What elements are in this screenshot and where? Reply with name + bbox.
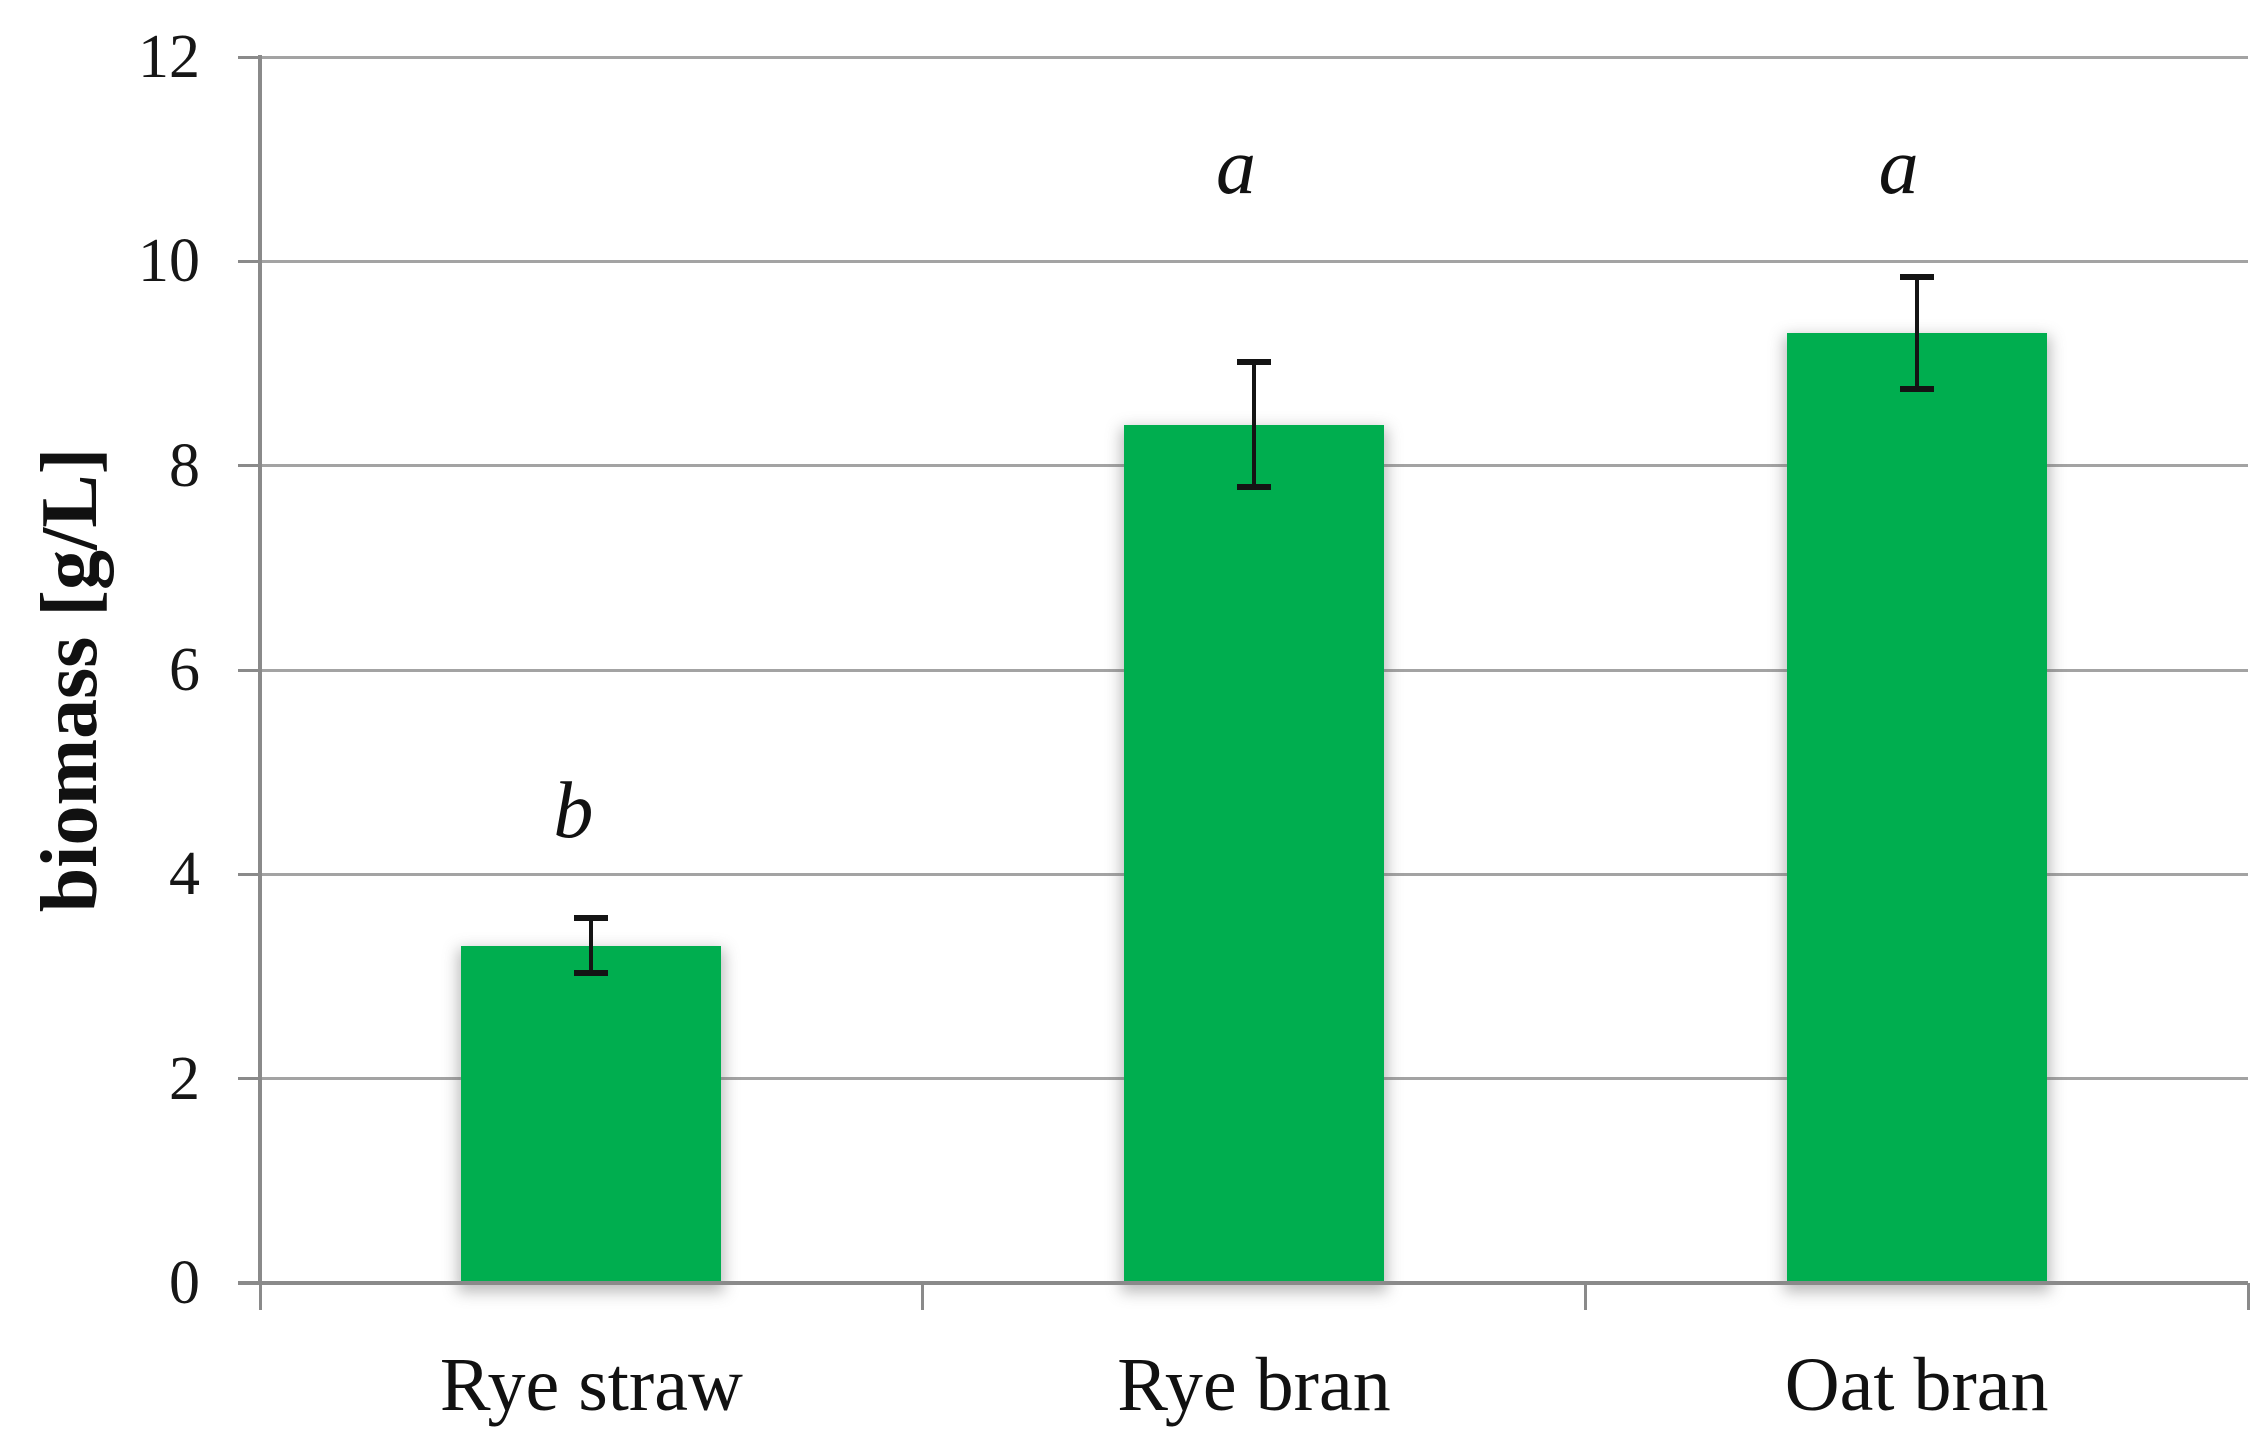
x-axis-tick [1583,1283,1587,1310]
significance-letter: a [1878,123,1919,212]
y-axis-tick [238,1077,260,1081]
y-tick-label: 0 [169,1249,200,1317]
error-bar-line [1252,362,1256,488]
error-bar-top-cap [1899,273,1934,280]
y-tick-label: 12 [138,23,200,91]
significance-letter: a [1216,123,1256,212]
error-bar-line [589,918,594,974]
y-tick-label: 10 [138,227,200,296]
y-axis-tick [238,55,260,59]
error-bar-bottom-cap [1899,386,1934,393]
x-category-label: Rye straw [439,1343,743,1427]
significance-letter: b [553,767,594,856]
error-bar-top-cap [1237,359,1271,366]
bar [1124,424,1384,1283]
y-tick-label: 8 [169,431,200,500]
x-axis-tick [258,1283,262,1310]
error-bar-bottom-cap [1237,484,1271,491]
x-axis-tick [2246,1283,2250,1310]
x-category-label: Oat bran [1784,1343,2049,1427]
error-bar-top-cap [574,915,609,922]
y-tick-label: 4 [169,840,200,909]
x-category-label: Rye bran [1117,1343,1391,1427]
y-axis-tick [238,872,260,876]
x-axis-line [238,1281,2248,1285]
y-tick-label: 6 [169,636,200,704]
error-bar-bottom-cap [574,970,609,977]
error-bar-line [1914,276,1919,390]
x-axis-tick [921,1283,925,1310]
y-axis-tick [238,464,260,468]
y-axis-line [258,55,262,1285]
bar [1786,332,2047,1283]
bar [461,945,722,1283]
gridline [260,259,2248,263]
y-tick-label: 2 [169,1044,200,1113]
y-axis-tick [238,668,260,672]
y-axis-tick [238,259,260,263]
gridline [260,55,2248,59]
